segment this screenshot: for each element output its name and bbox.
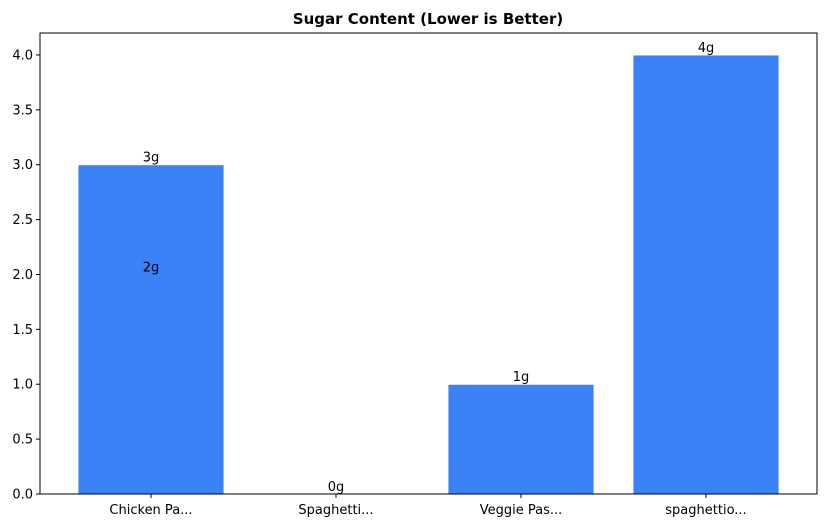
y-tick-label: 2.0 — [12, 268, 33, 283]
y-tick-label: 1.5 — [12, 323, 33, 338]
bar — [447, 383, 595, 495]
data-label: 3g — [143, 151, 160, 166]
data-label: 2g — [143, 260, 160, 275]
data-label: 0g — [328, 480, 345, 495]
y-tick-label: 4.0 — [12, 48, 33, 63]
x-tick-label: spaghettio... — [665, 503, 746, 518]
plot-frame — [39, 32, 818, 495]
y-tick-label: 2.5 — [12, 213, 33, 228]
bar — [632, 54, 780, 495]
y-tick-label: 3.0 — [12, 158, 33, 173]
y-tick-label: 1.0 — [12, 378, 33, 393]
y-tick-label: 0.0 — [12, 488, 33, 503]
data-label: 1g — [513, 370, 530, 385]
y-tick-label: 3.5 — [12, 103, 33, 118]
x-tick-label: Veggie Pas... — [480, 503, 563, 518]
x-tick-label: Spaghetti... — [298, 503, 373, 518]
y-tick-label: 0.5 — [12, 433, 33, 448]
chart-title: Sugar Content (Lower is Better) — [293, 10, 563, 28]
x-tick-label: Chicken Pa... — [109, 503, 192, 518]
data-label: 4g — [698, 41, 715, 56]
bar — [77, 164, 225, 495]
